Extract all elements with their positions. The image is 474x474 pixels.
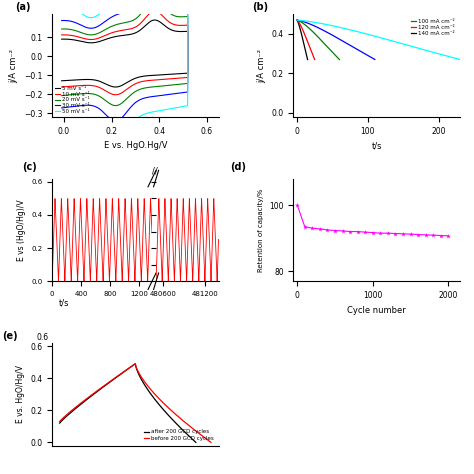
Line: 50 mV s⁻¹: 50 mV s⁻¹	[62, 0, 188, 146]
Legend: 5 mV s⁻¹, 10 mV s⁻¹, 20 mV s⁻¹, 30 mV s⁻¹, 50 mV s⁻¹: 5 mV s⁻¹, 10 mV s⁻¹, 20 mV s⁻¹, 30 mV s⁻…	[55, 86, 90, 114]
X-axis label: Cycle number: Cycle number	[347, 306, 406, 315]
Text: (b): (b)	[252, 2, 268, 12]
50 mV s⁻¹	[59, 4, 64, 10]
10 mV s⁻¹	[59, 32, 64, 38]
Text: (c): (c)	[22, 162, 37, 173]
Y-axis label: j/A cm⁻²: j/A cm⁻²	[9, 48, 18, 82]
5 mV s⁻¹	[162, 72, 168, 77]
30 mV s⁻¹	[162, 92, 168, 98]
Text: //: //	[152, 166, 158, 175]
5 mV s⁻¹	[173, 28, 179, 34]
30 mV s⁻¹	[173, 1, 179, 7]
20 mV s⁻¹	[124, 19, 129, 25]
5 mV s⁻¹	[142, 73, 148, 79]
30 mV s⁻¹	[59, 18, 64, 23]
Text: t/s: t/s	[59, 299, 69, 308]
50 mV s⁻¹	[113, 143, 118, 149]
Line: 10 mV s⁻¹: 10 mV s⁻¹	[62, 11, 188, 95]
5 mV s⁻¹	[59, 36, 64, 42]
5 mV s⁻¹	[59, 78, 64, 83]
5 mV s⁻¹	[113, 84, 118, 90]
10 mV s⁻¹	[103, 32, 109, 38]
Text: (d): (d)	[230, 162, 246, 173]
Line: 20 mV s⁻¹: 20 mV s⁻¹	[62, 0, 188, 106]
5 mV s⁻¹	[103, 36, 109, 42]
Text: (e): (e)	[2, 331, 18, 341]
Line: 30 mV s⁻¹: 30 mV s⁻¹	[62, 0, 188, 121]
10 mV s⁻¹	[162, 76, 168, 82]
30 mV s⁻¹	[124, 9, 129, 15]
Line: 5 mV s⁻¹: 5 mV s⁻¹	[62, 20, 188, 87]
20 mV s⁻¹	[142, 85, 148, 91]
10 mV s⁻¹	[121, 89, 127, 94]
50 mV s⁻¹	[162, 107, 168, 112]
Text: 0.6: 0.6	[36, 333, 49, 342]
20 mV s⁻¹	[173, 13, 179, 19]
5 mV s⁻¹	[121, 82, 127, 87]
20 mV s⁻¹	[103, 26, 109, 32]
20 mV s⁻¹	[113, 103, 118, 109]
X-axis label: E vs. HgO.Hg/V: E vs. HgO.Hg/V	[104, 141, 167, 150]
30 mV s⁻¹	[113, 118, 118, 124]
10 mV s⁻¹	[152, 8, 157, 14]
5 mV s⁻¹	[152, 17, 157, 23]
30 mV s⁻¹	[103, 18, 109, 23]
Legend: 100 mA cm⁻², 120 mA cm⁻², 140 mA cm⁻²: 100 mA cm⁻², 120 mA cm⁻², 140 mA cm⁻²	[409, 17, 457, 38]
10 mV s⁻¹	[113, 92, 118, 98]
30 mV s⁻¹	[142, 95, 148, 101]
30 mV s⁻¹	[121, 113, 127, 119]
Y-axis label: E vs. HgO/Hg/V: E vs. HgO/Hg/V	[16, 365, 25, 423]
20 mV s⁻¹	[59, 26, 64, 32]
20 mV s⁻¹	[59, 93, 64, 99]
Text: (a): (a)	[16, 2, 31, 12]
Y-axis label: E vs (HgO/Hg)/V: E vs (HgO/Hg)/V	[17, 199, 26, 261]
10 mV s⁻¹	[173, 22, 179, 28]
Y-axis label: Retention of capacity/%: Retention of capacity/%	[257, 188, 264, 272]
50 mV s⁻¹	[121, 136, 127, 142]
Legend: after 200 GCD cycles, before 200 GCD cycles: after 200 GCD cycles, before 200 GCD cyc…	[141, 427, 216, 443]
5 mV s⁻¹	[124, 32, 129, 38]
30 mV s⁻¹	[59, 105, 64, 111]
20 mV s⁻¹	[152, 0, 157, 1]
10 mV s⁻¹	[124, 27, 129, 33]
10 mV s⁻¹	[142, 78, 148, 84]
10 mV s⁻¹	[59, 84, 64, 90]
50 mV s⁻¹	[103, 4, 109, 10]
X-axis label: t/s: t/s	[371, 141, 382, 150]
50 mV s⁻¹	[59, 125, 64, 131]
20 mV s⁻¹	[121, 99, 127, 105]
20 mV s⁻¹	[162, 83, 168, 89]
50 mV s⁻¹	[142, 111, 148, 117]
Y-axis label: j/A cm⁻²: j/A cm⁻²	[257, 48, 266, 82]
